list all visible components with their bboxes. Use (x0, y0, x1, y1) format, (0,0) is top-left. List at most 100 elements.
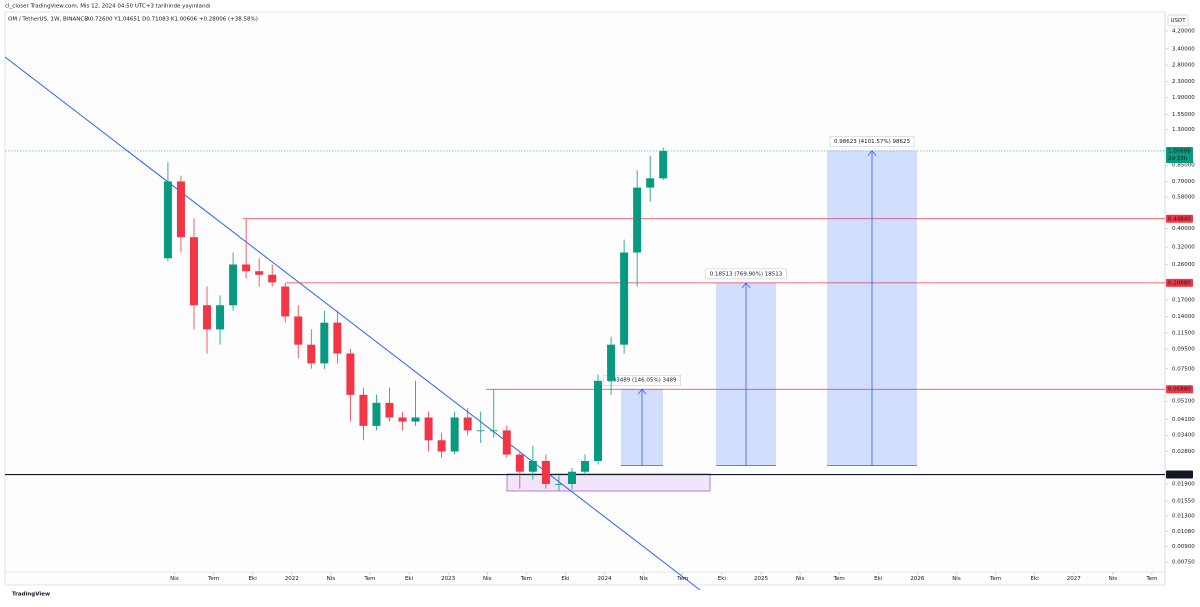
candle-body (476, 430, 485, 432)
header: cl_closer TradingView.com, Mis 12, 2024 … (5, 4, 211, 10)
y-tick-label: 0.03400 (1172, 433, 1195, 439)
candle-body (567, 471, 576, 485)
x-tick-label: Tem (1145, 576, 1157, 582)
price-level-tag (1166, 470, 1193, 479)
measure-label-box (829, 136, 915, 147)
candle-body (307, 344, 316, 364)
currency-box[interactable] (1167, 14, 1189, 27)
x-tick-label: 2025 (754, 576, 768, 582)
measure-label-box (603, 375, 681, 386)
measure-arrowhead (867, 149, 877, 156)
candle-body (346, 353, 355, 395)
x-tick-label: Nis (170, 576, 179, 582)
x-tick-label: Eki (405, 576, 414, 582)
candle-body (646, 178, 655, 188)
y-tick-label: 0.85000 (1172, 163, 1195, 169)
y-tick-label: 0.00900 (1172, 544, 1195, 550)
candle-body (541, 461, 550, 485)
trendline (4, 56, 701, 591)
y-tick-label: 2.80000 (1172, 63, 1195, 69)
plot-frame (4, 11, 1166, 586)
x-tick-label: Nis (639, 576, 648, 582)
y-tick-label: 0.01900 (1172, 482, 1195, 488)
y-tick-label: 3.40000 (1172, 46, 1195, 52)
x-tick-label: Tem (833, 576, 845, 582)
candle-body (594, 380, 603, 462)
measure-label: 0.03489 (146.05%) 3489 (608, 378, 678, 384)
y-tick-label: 0.01300 (1172, 513, 1195, 519)
x-tick-label: 2026 (910, 576, 924, 582)
candle-body (255, 271, 264, 275)
y-tick-label: 0.17000 (1172, 298, 1195, 304)
candle-body (489, 430, 498, 432)
y-tick-label: 0.70000 (1172, 179, 1195, 185)
x-tick-label: Eki (718, 576, 727, 582)
y-tick-label: 0.26000 (1172, 262, 1195, 268)
x-tick-label: Tem (676, 576, 688, 582)
y-tick-label: 0.01080 (1172, 529, 1195, 535)
y-tick-label: 0.11500 (1172, 330, 1195, 336)
candle-body (581, 461, 589, 472)
y-tick-label: 0.40000 (1172, 226, 1195, 232)
plot: 4.20000 3.40000 2.80000 2.30000 1.90000 1.550… (5, 29, 1195, 582)
x-tick-label: 2023 (441, 576, 455, 582)
candle-body (515, 454, 524, 472)
x-tick-label: Nis (796, 576, 805, 582)
candle-body (463, 417, 472, 431)
candle-body (229, 264, 238, 306)
candle-body (659, 150, 668, 179)
candle-body (359, 394, 368, 426)
measure-arrowhead (637, 388, 647, 395)
measure-label-box (705, 268, 787, 280)
candle-body (294, 316, 303, 345)
candle-body (281, 286, 290, 317)
x-tick-label: Tem (520, 576, 532, 582)
candle-body (633, 187, 642, 253)
candle-body (216, 305, 225, 330)
price-level-tag (1166, 278, 1193, 287)
symbol: OM / TetherUS, 1W, BINANCE (8, 17, 88, 23)
accumulation-zone (506, 473, 711, 492)
candle-body (607, 344, 616, 381)
candle-body (554, 484, 563, 485)
candle-body (163, 181, 172, 259)
candle-body (437, 440, 446, 452)
price-level-label: 0.05880 (1168, 387, 1191, 393)
y-tick-label: 0.04100 (1172, 417, 1195, 423)
price-level-tag (1166, 214, 1193, 223)
x-tick-label: Eki (874, 576, 883, 582)
y-tick-label: 1.30000 (1172, 127, 1195, 133)
y-tick-label: 0.09500 (1172, 346, 1195, 352)
measure-arrowhead (741, 282, 751, 289)
y-tick-label: 1.55000 (1172, 112, 1195, 118)
candle-body (502, 430, 511, 455)
candle-body (450, 417, 459, 452)
candle-body (333, 322, 342, 354)
x-tick-label: Tem (363, 576, 375, 582)
x-tick-label: 2024 (598, 576, 612, 582)
y-tick-label: 0.58000 (1172, 195, 1195, 201)
candle-body (620, 252, 629, 345)
y-tick-label: 0.05100 (1172, 399, 1195, 405)
footer-logo: TradingView (12, 592, 50, 598)
candle-body (203, 305, 212, 330)
y-tick-label: 0.02800 (1172, 449, 1195, 455)
y-tick-label: 1.90000 (1172, 95, 1195, 101)
y-tick-label: 2.30000 (1172, 79, 1195, 85)
last-price-label: 1.00606 (1168, 148, 1191, 154)
candle-body (424, 417, 433, 441)
candle-body (268, 274, 277, 283)
price-level-tag (1166, 385, 1193, 394)
measure-label: 0.98623 (4101.57%) 98623 (834, 139, 910, 145)
x-tick-label: Nis (483, 576, 492, 582)
countdown: 2d 23h (1168, 156, 1188, 162)
candle-body (528, 461, 537, 472)
y-tick-label: 0.07500 (1172, 366, 1195, 372)
candle-body (320, 322, 329, 364)
candle-body (398, 417, 407, 422)
candle-body (189, 237, 198, 306)
y-tick-label: 0.14000 (1172, 314, 1195, 320)
y-tick-label: 0.32000 (1172, 245, 1195, 251)
last-price-tag (1166, 146, 1193, 163)
